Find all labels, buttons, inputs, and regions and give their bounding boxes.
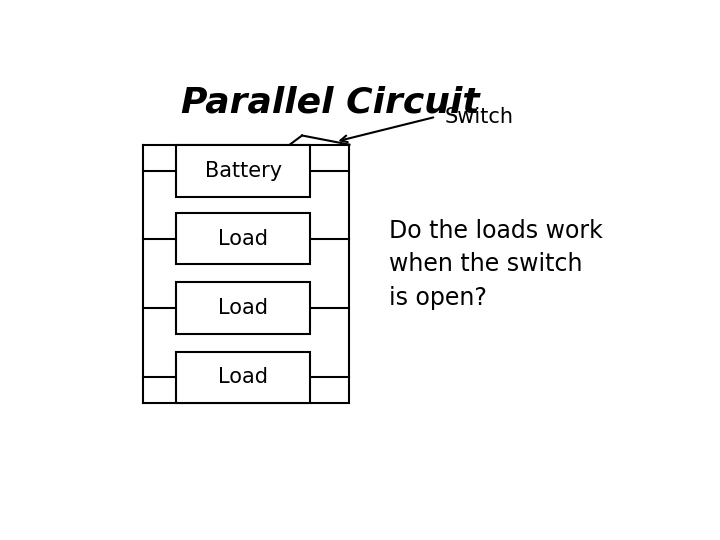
Bar bbox=[176, 145, 310, 197]
Bar bbox=[176, 282, 310, 334]
Text: Switch: Switch bbox=[444, 107, 513, 127]
Bar bbox=[176, 213, 310, 265]
Text: Load: Load bbox=[218, 368, 269, 388]
Text: Load: Load bbox=[218, 298, 269, 318]
Text: Do the loads work
when the switch
is open?: Do the loads work when the switch is ope… bbox=[389, 219, 602, 310]
Bar bbox=[176, 352, 310, 403]
Text: Parallel Circuit: Parallel Circuit bbox=[181, 85, 480, 119]
Text: Load: Load bbox=[218, 228, 269, 248]
Text: Battery: Battery bbox=[205, 161, 282, 181]
